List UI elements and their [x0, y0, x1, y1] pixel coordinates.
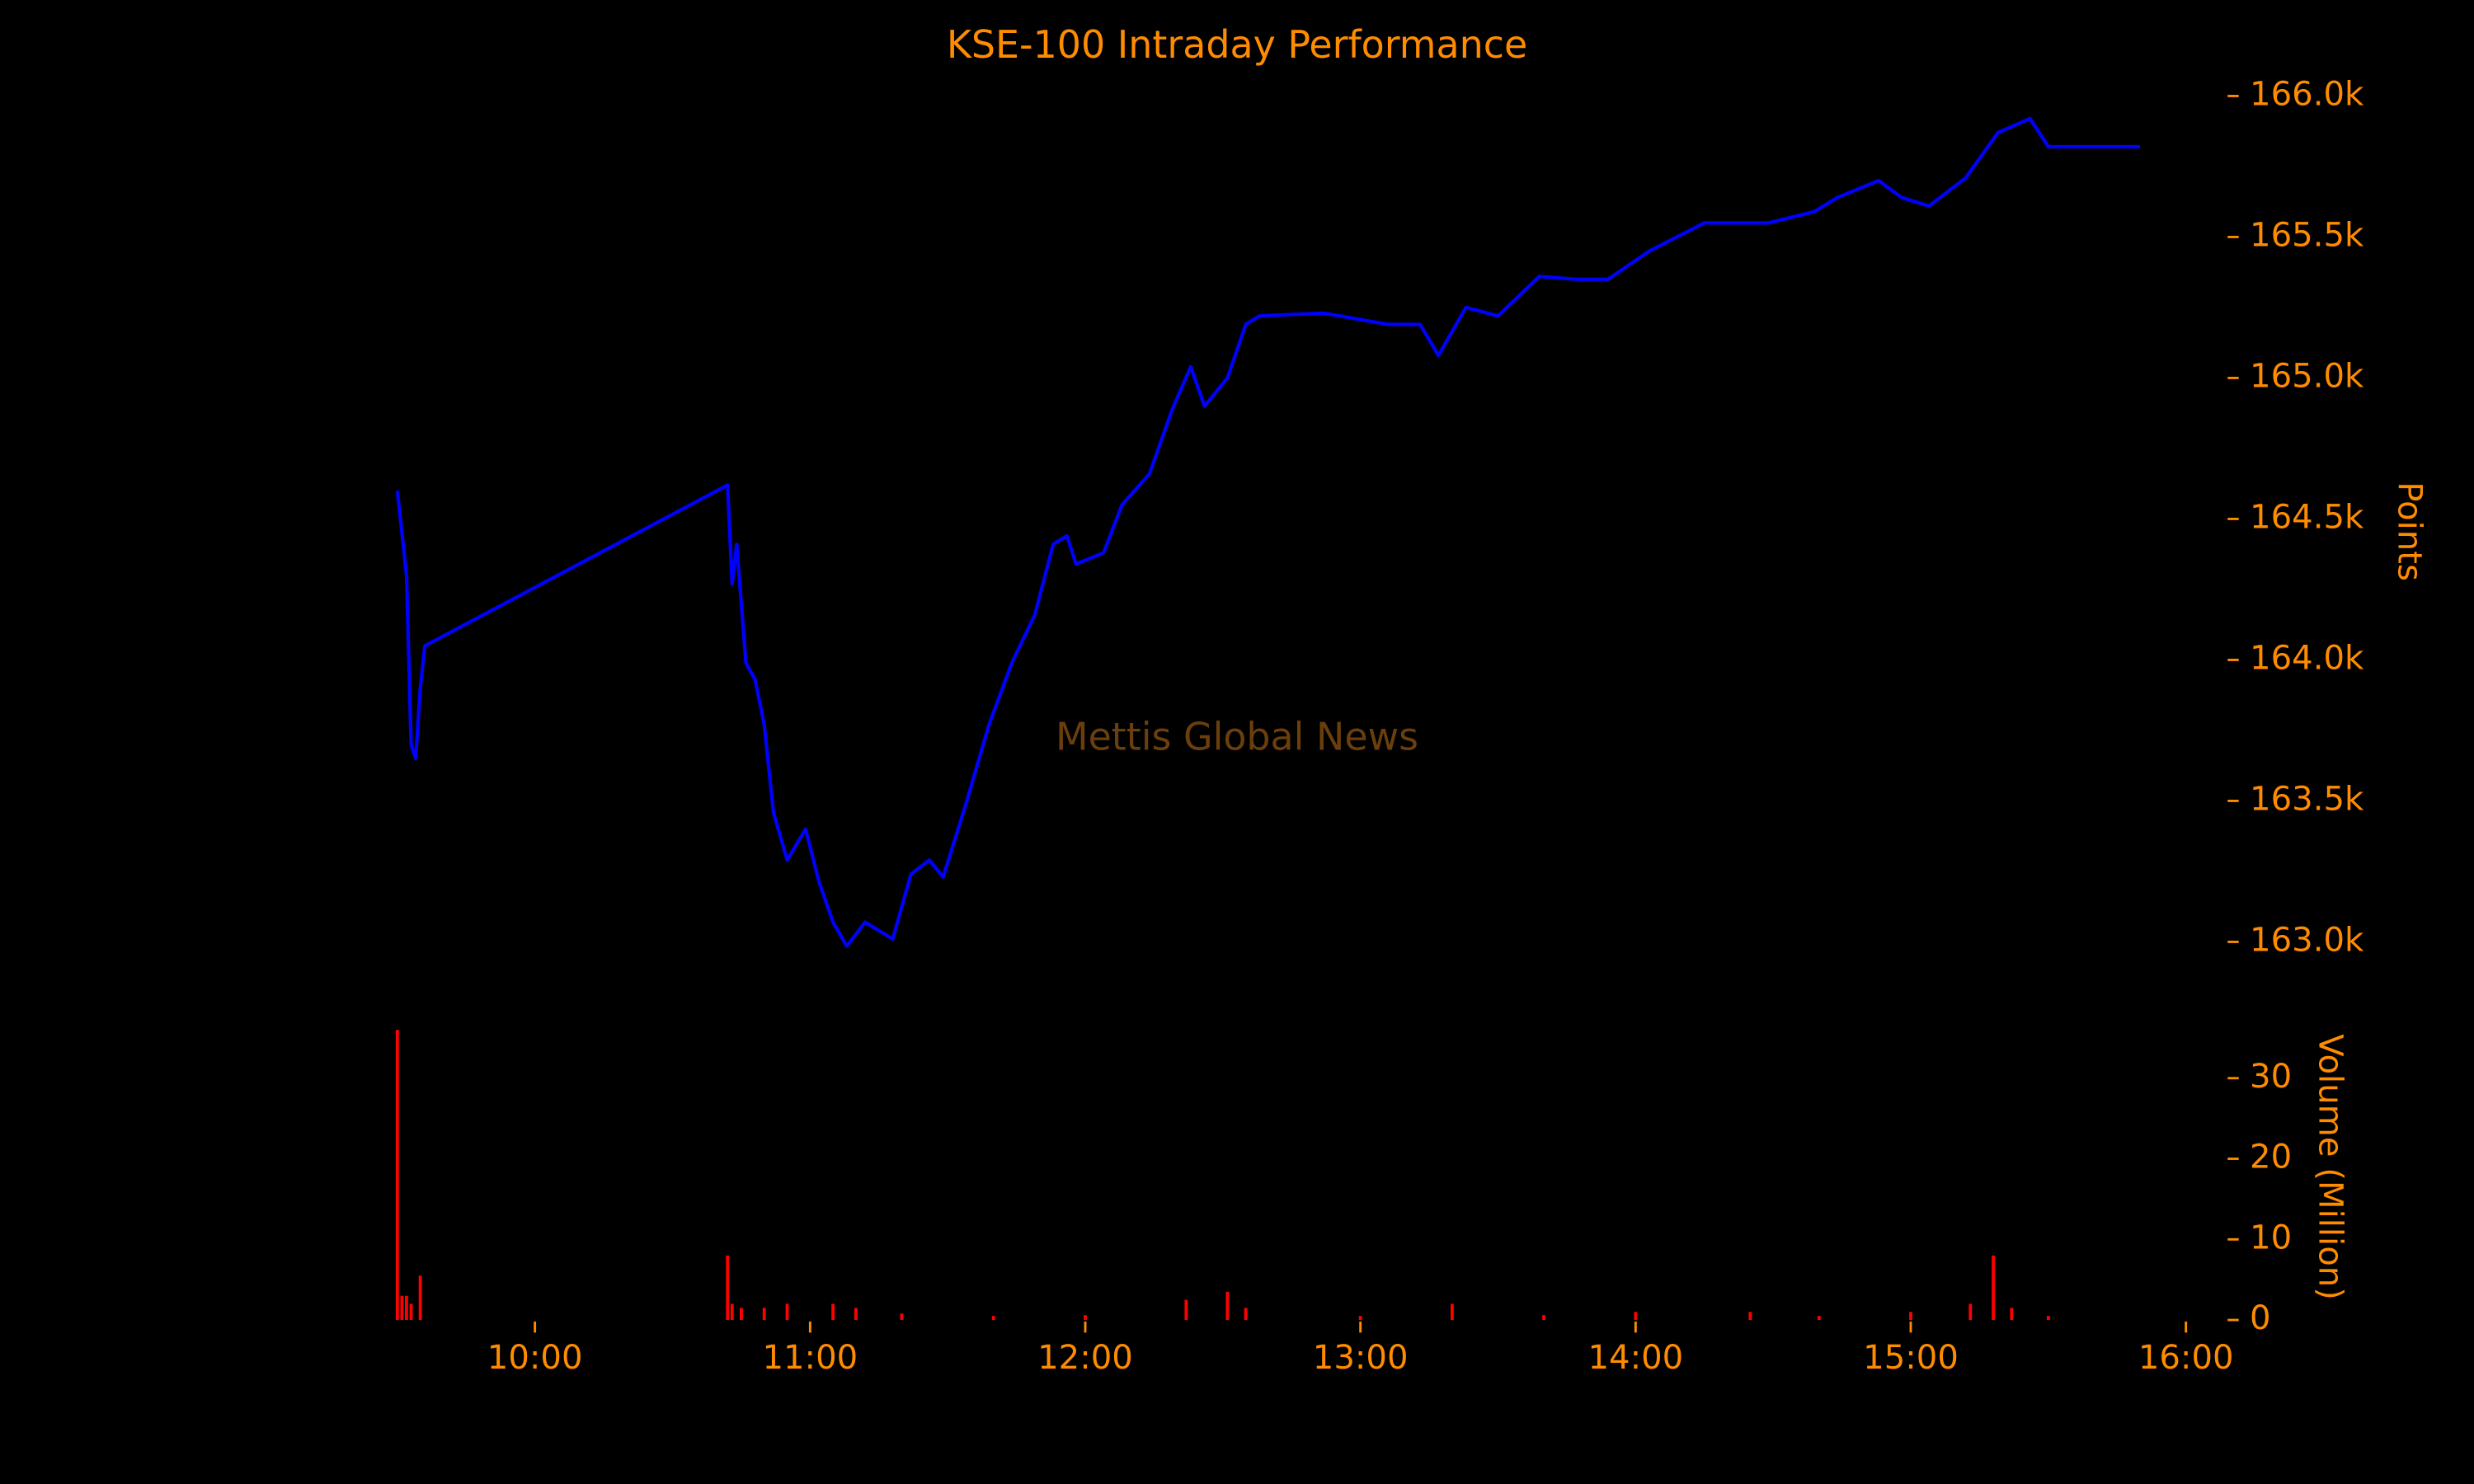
volume-bar — [418, 1275, 422, 1321]
x-tick-label: 12:00 — [1037, 1339, 1133, 1377]
y2-axis-label: Volume (Million) — [2312, 1034, 2349, 1300]
y-tick-label: 20 — [2250, 1139, 2292, 1176]
volume-bar — [762, 1308, 766, 1321]
volume-bar — [1748, 1312, 1752, 1321]
price-line — [395, 116, 2141, 948]
volume-bar — [1244, 1308, 1248, 1321]
x-tick-label: 11:00 — [762, 1339, 858, 1377]
chart-title: KSE-100 Intraday Performance — [947, 22, 1527, 67]
volume-bar — [409, 1303, 413, 1321]
volume-bar — [1968, 1303, 1973, 1321]
volume-bar — [1542, 1315, 1546, 1321]
volume-bar — [1634, 1312, 1638, 1321]
y-axis-label: Points — [2390, 481, 2428, 581]
y-tick-label: 164.5k — [2250, 498, 2364, 536]
volume-bar — [400, 1295, 404, 1321]
volume-bar — [395, 1030, 399, 1321]
volume-bar — [2046, 1316, 2050, 1321]
x-tick-label: 16:00 — [2138, 1339, 2234, 1377]
y-tick-label: 10 — [2250, 1219, 2292, 1256]
volume-bar — [831, 1303, 835, 1321]
y-tick-label: 163.0k — [2250, 921, 2364, 959]
x-tick-label: 13:00 — [1313, 1339, 1409, 1377]
y-tick-label: 166.0k — [2250, 75, 2364, 113]
volume-bar — [1909, 1312, 1912, 1321]
volume-bar — [1450, 1303, 1454, 1321]
volume-bar — [1184, 1299, 1188, 1321]
volume-bar — [1992, 1255, 1996, 1321]
volume-bar — [854, 1308, 858, 1321]
volume-bar — [2010, 1308, 2014, 1321]
y-tick-label: 163.5k — [2250, 780, 2364, 818]
volume-bar — [1358, 1316, 1362, 1321]
x-tick-label: 15:00 — [1863, 1339, 1959, 1377]
y-tick-label: 165.0k — [2250, 357, 2364, 395]
watermark: Mettis Global News — [1056, 715, 1418, 759]
volume-bar — [1225, 1291, 1230, 1321]
y-tick-label: 30 — [2250, 1058, 2292, 1096]
x-tick-label: 14:00 — [1587, 1339, 1683, 1377]
x-tick-label: 10:00 — [487, 1339, 583, 1377]
volume-bar — [785, 1303, 789, 1321]
volume-bar — [730, 1303, 734, 1321]
volume-bar — [726, 1255, 730, 1321]
volume-bar — [1084, 1315, 1087, 1321]
y-tick-label: 0 — [2250, 1299, 2271, 1337]
volume-bar — [740, 1308, 743, 1321]
volume-bar — [991, 1316, 995, 1321]
y-tick-label: 164.0k — [2250, 639, 2364, 677]
y-tick-label: 165.5k — [2250, 216, 2364, 254]
volume-bar — [405, 1295, 408, 1321]
volume-bar — [1817, 1316, 1821, 1321]
volume-bar — [900, 1313, 904, 1321]
